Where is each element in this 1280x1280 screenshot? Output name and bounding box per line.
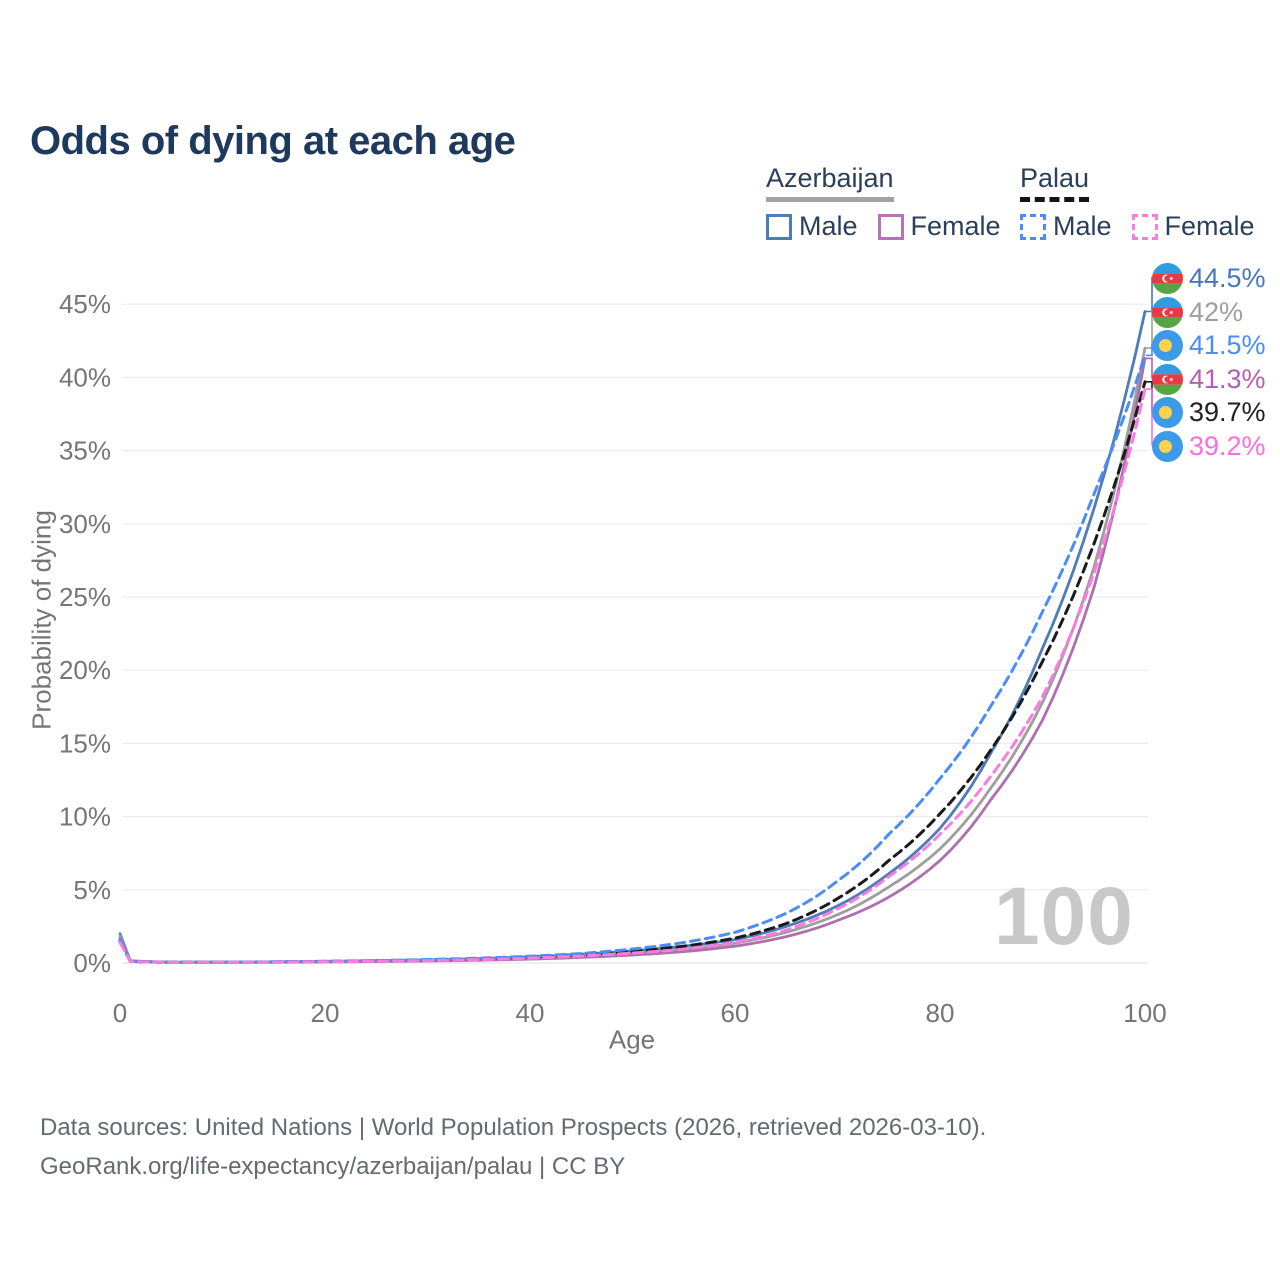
end-label-azerbaijan-both: 42% [1152, 296, 1243, 328]
legend-group-azerbaijan: Azerbaijan Male Female [766, 163, 1021, 242]
azerbaijan-flag-icon [1152, 363, 1183, 395]
end-label-palau-both: 39.7% [1152, 396, 1266, 428]
azerbaijan-flag-icon [1152, 262, 1183, 294]
y-tick-label: 30% [59, 509, 111, 539]
y-tick-label: 15% [59, 728, 111, 758]
curve-az_both [118, 346, 1147, 964]
curve-palau_female [118, 387, 1147, 964]
legend-country-azerbaijan[interactable]: Azerbaijan [766, 163, 894, 202]
page-title: Odds of dying at each age [30, 118, 516, 163]
end-label-azerbaijan-male: 44.5% [1152, 262, 1266, 294]
end-value: 44.5% [1189, 262, 1266, 293]
azerbaijan-flag-icon [1152, 296, 1183, 328]
legend-country-palau[interactable]: Palau [1020, 163, 1090, 202]
legend-swatch-palau-female[interactable] [1131, 213, 1158, 240]
x-tick-label: 0 [113, 998, 127, 1028]
end-value: 39.7% [1189, 396, 1266, 427]
y-axis-title: Probability of dying [26, 510, 57, 730]
legend-label-azerbaijan-male[interactable]: Male [799, 211, 858, 241]
end-label-palau-female: 39.2% [1152, 430, 1266, 462]
palau-flag-icon [1152, 430, 1183, 462]
legend-swatch-azerbaijan-female[interactable] [877, 213, 904, 240]
y-tick-label: 25% [59, 582, 111, 612]
end-value: 41.3% [1189, 363, 1266, 394]
legend-label-palau-male[interactable]: Male [1053, 211, 1112, 241]
legend-label-azerbaijan-female[interactable]: Female [910, 211, 1001, 241]
x-tick-label: 100 [1123, 998, 1166, 1028]
age-watermark: 100 [994, 871, 1134, 962]
legend-label-palau-female[interactable]: Female [1164, 211, 1255, 241]
curve-az_female [118, 357, 1147, 964]
y-tick-label: 10% [59, 802, 111, 832]
end-value: 42% [1189, 296, 1244, 327]
legend-swatch-azerbaijan-male[interactable] [766, 213, 792, 240]
end-value: 41.5% [1189, 329, 1266, 360]
end-label-azerbaijan-female: 41.3% [1152, 363, 1266, 395]
y-tick-label: 5% [73, 875, 111, 905]
palau-flag-icon [1152, 396, 1183, 428]
y-tick-label: 0% [73, 948, 111, 978]
x-tick-label: 40 [516, 998, 545, 1028]
legend-group-palau: Palau Male Female [1020, 163, 1275, 242]
x-axis-title: Age [608, 1024, 656, 1055]
end-label-palau-male: 41.5% [1152, 329, 1266, 361]
palau-flag-icon [1152, 329, 1183, 361]
y-tick-label: 40% [59, 362, 111, 392]
y-tick-label: 20% [59, 655, 111, 685]
end-value: 39.2% [1189, 430, 1266, 461]
footer: Data sources: United Nations | World Pop… [40, 1108, 986, 1186]
x-tick-label: 80 [926, 998, 955, 1028]
footer-data-sources: Data sources: United Nations | World Pop… [40, 1114, 987, 1141]
curve-palau_male [118, 353, 1147, 964]
y-tick-label: 45% [59, 289, 111, 319]
legend-swatch-palau-male[interactable] [1020, 213, 1046, 240]
y-tick-label: 35% [59, 436, 111, 466]
curve-az_male [118, 310, 1147, 964]
footer-attribution: GeoRank.org/life-expectancy/azerbaijan/p… [40, 1153, 626, 1180]
curve-palau_both [118, 380, 1147, 964]
x-tick-label: 20 [311, 998, 340, 1028]
x-tick-label: 60 [721, 998, 750, 1028]
